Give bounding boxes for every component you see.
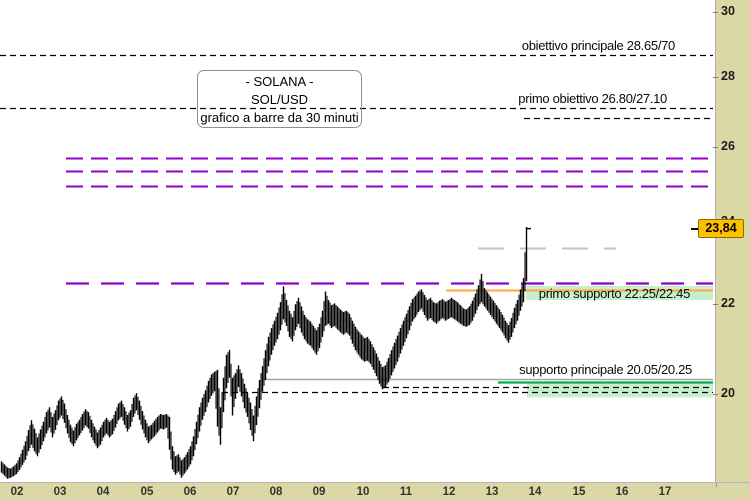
price-plot <box>0 54 713 479</box>
x-axis-label: 08 <box>269 486 283 498</box>
annotation-obiettivo-principale: obiettivo principale 28.65/70 <box>521 38 676 53</box>
y-axis-panel <box>715 0 750 483</box>
x-axis-label: 05 <box>140 486 154 498</box>
x-axis-label: 04 <box>96 486 110 498</box>
y-axis-label: 28 <box>721 69 735 83</box>
x-axis-label: 13 <box>485 486 499 498</box>
y-axis-tick <box>713 147 718 148</box>
x-axis-label: 17 <box>658 486 672 498</box>
y-axis-tick <box>713 12 718 13</box>
current-price-label: 23,84 <box>698 219 744 238</box>
x-axis-label: 10 <box>356 486 370 498</box>
x-axis-label: 14 <box>528 486 542 498</box>
x-axis-label: 11 <box>399 486 413 498</box>
title-pair: SOL/USD <box>250 91 309 107</box>
supporto-principale-band <box>527 383 713 398</box>
x-axis-label: 12 <box>442 486 456 498</box>
price-bars-fill <box>2 252 526 479</box>
y-axis-label: 30 <box>721 4 735 18</box>
price-bars <box>0 227 528 479</box>
x-axis-label: 07 <box>226 486 240 498</box>
annotation-supporto-principale: supporto principale 20.05/20.25 <box>519 362 692 377</box>
axis-corner-tick <box>716 483 717 487</box>
y-axis-tick <box>713 304 718 305</box>
x-axis-label: 06 <box>183 486 197 498</box>
annotation-primo-supporto: primo supporto 22.25/22.45 <box>538 286 691 301</box>
y-axis-tick <box>713 394 718 395</box>
x-axis-label: 16 <box>615 486 629 498</box>
title-symbol: - SOLANA - <box>245 73 314 89</box>
y-axis-label: 20 <box>721 386 735 400</box>
y-axis-label: 22 <box>721 296 735 310</box>
x-axis-label: 03 <box>53 486 67 498</box>
chart-title-box: - SOLANA - SOL/USD grafico a barre da 30… <box>197 70 362 128</box>
x-axis-label: 09 <box>312 486 326 498</box>
x-axis-label: 15 <box>572 486 586 498</box>
annotation-primo-obiettivo: primo obiettivo 26.80/27.10 <box>518 91 667 106</box>
current-price-tick <box>691 228 698 230</box>
x-axis-band <box>0 482 750 500</box>
title-timeframe: grafico a barre da 30 minuti <box>200 109 359 125</box>
x-axis-label: 02 <box>10 486 24 498</box>
y-axis-tick <box>713 77 718 78</box>
y-axis-label: 26 <box>721 139 735 153</box>
